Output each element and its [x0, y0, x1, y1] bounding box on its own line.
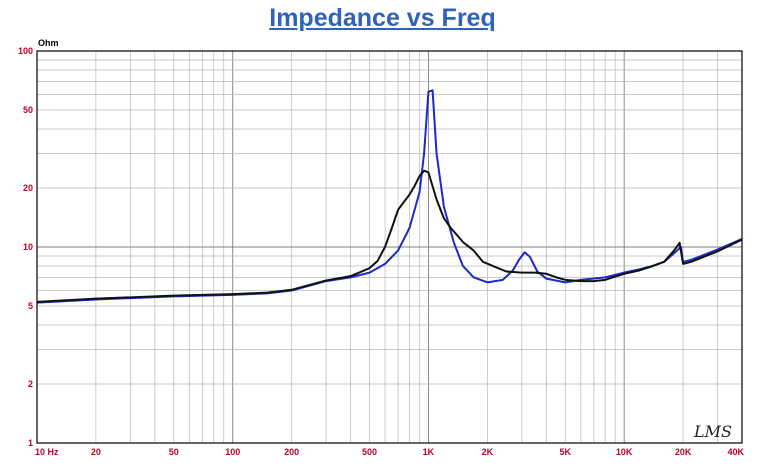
- y-axis-unit-label: Ohm: [38, 38, 59, 48]
- x-tick-label: 10 Hz: [35, 447, 59, 457]
- x-tick-label: 500: [362, 447, 377, 457]
- y-tick-label: 1: [28, 438, 33, 448]
- y-tick-label: 10: [23, 242, 33, 252]
- x-tick-label: 40K: [727, 447, 744, 457]
- y-tick-label: 20: [23, 183, 33, 193]
- x-tick-label: 20K: [675, 447, 692, 457]
- series-group: [36, 89, 743, 304]
- lms-watermark: LMS: [693, 422, 732, 441]
- x-tick-label: 20: [91, 447, 101, 457]
- x-tick-label: 200: [284, 447, 299, 457]
- grid: [36, 51, 743, 444]
- y-axis-ticks: 100 50 20 10 5 2 1: [18, 46, 33, 448]
- y-tick-label: 2: [28, 379, 33, 389]
- x-tick-label: 100: [225, 447, 240, 457]
- x-tick-label: 2K: [482, 447, 494, 457]
- y-tick-label: 5: [28, 301, 33, 311]
- x-axis-ticks: 10 Hz 20 50 100 200 500 1K 2K 5K 10K 20K 40K: [35, 447, 744, 457]
- plot-frame: [36, 50, 743, 444]
- x-tick-label: 50: [169, 447, 179, 457]
- chart-title: Impedance vs Freq: [269, 4, 496, 32]
- y-tick-label: 100: [18, 46, 33, 56]
- x-tick-label: 1K: [423, 447, 435, 457]
- impedance-series-2-line: [36, 169, 743, 303]
- x-tick-label: 5K: [559, 447, 571, 457]
- y-tick-label: 50: [23, 105, 33, 115]
- x-tick-label: 10K: [616, 447, 633, 457]
